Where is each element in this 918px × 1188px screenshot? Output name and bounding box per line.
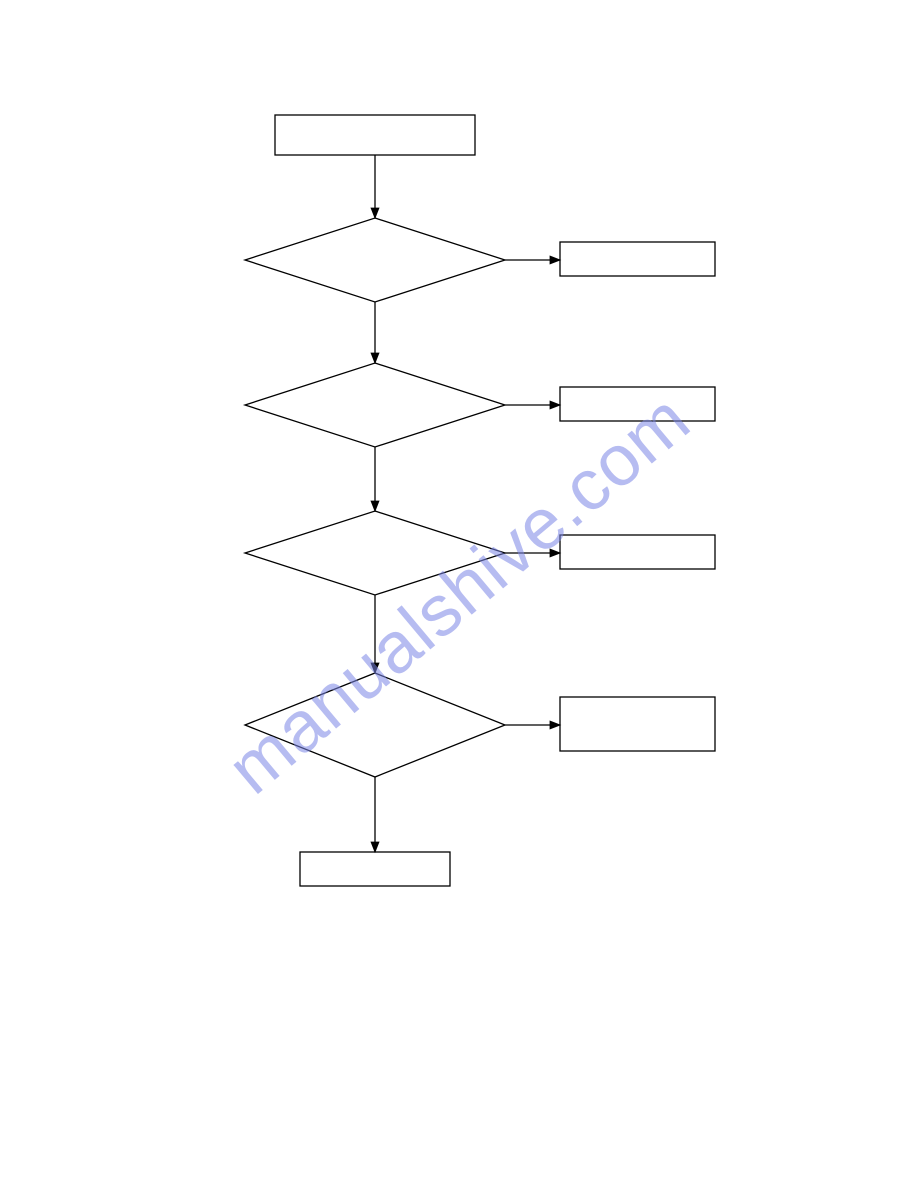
flowchart-node-d2	[245, 363, 505, 447]
flowchart-svg	[0, 0, 918, 1188]
flowchart-node-d4	[245, 673, 505, 777]
flowchart-node-end	[300, 852, 450, 886]
flowchart-edges	[375, 155, 560, 852]
flowchart-node-d3	[245, 511, 505, 595]
flowchart-nodes	[245, 115, 715, 886]
flowchart-node-d1	[245, 218, 505, 302]
page-canvas: manualshive.com	[0, 0, 918, 1188]
flowchart-node-p1	[560, 242, 715, 276]
flowchart-node-p3	[560, 535, 715, 569]
flowchart-node-p4	[560, 697, 715, 751]
flowchart-node-start	[275, 115, 475, 155]
flowchart-node-p2	[560, 387, 715, 421]
